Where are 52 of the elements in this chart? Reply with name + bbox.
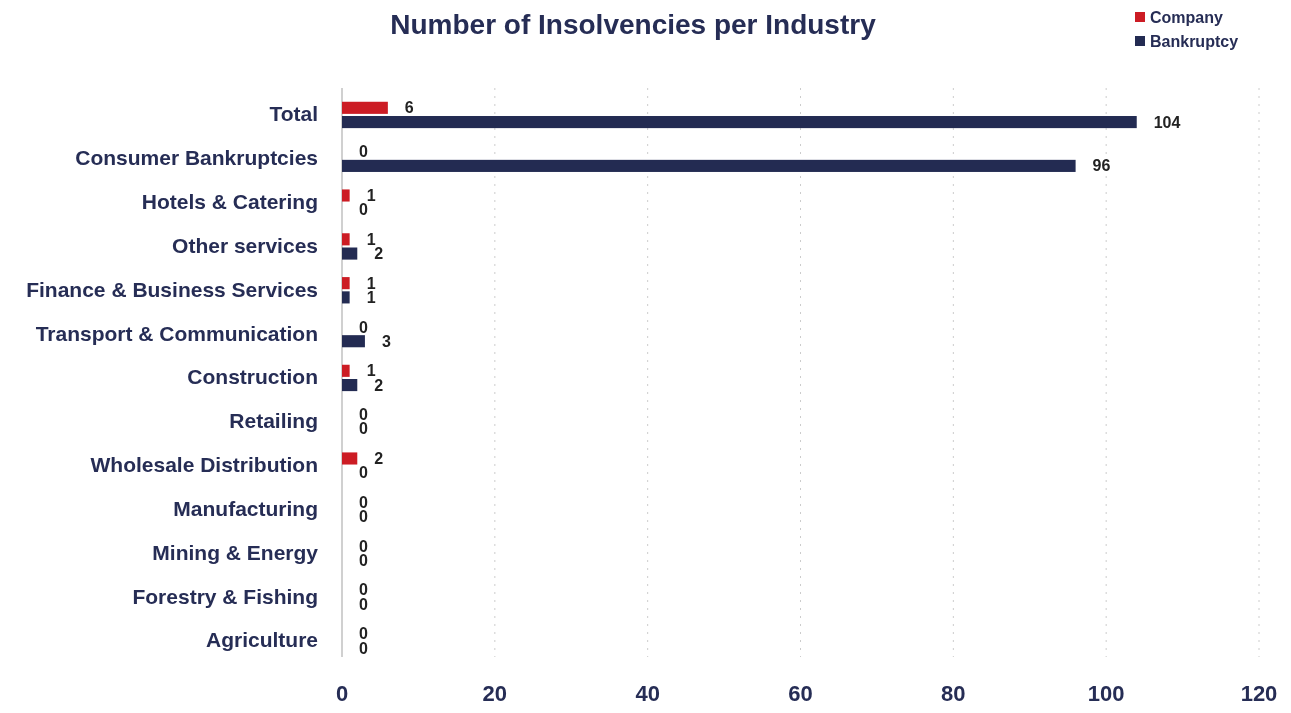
y-tick-label: Forestry & Fishing (132, 584, 318, 608)
data-label: 0 (359, 420, 368, 438)
legend-label: Company (1150, 8, 1223, 26)
data-label: 1 (366, 362, 376, 380)
y-tick-label: Mining & Energy (152, 540, 319, 564)
data-label: 104 (1153, 113, 1181, 131)
y-tick-label: Transport & Communication (35, 321, 318, 345)
x-tick-label: 60 (788, 681, 813, 706)
bar (342, 116, 1137, 129)
x-tick-label: 20 (482, 681, 508, 706)
data-label: 2 (374, 376, 384, 394)
y-tick-label: Consumer Bankruptcies (75, 146, 318, 170)
data-label: 0 (359, 464, 368, 482)
y-tick-label: Wholesale Distribution (90, 453, 318, 477)
bar (342, 291, 350, 304)
bar (342, 189, 350, 202)
y-tick-label: Manufacturing (173, 496, 318, 520)
y-tick-label: Hotels & Catering (141, 190, 318, 214)
x-tick-label: 100 (1087, 681, 1125, 706)
data-label: 3 (381, 332, 391, 350)
x-tick-label: 80 (941, 681, 966, 706)
bar (342, 335, 365, 348)
x-tick-label: 0 (335, 681, 349, 706)
x-tick-label: 40 (635, 681, 660, 706)
bar (342, 101, 388, 114)
chart-title: Number of Insolvencies per Industry (390, 9, 877, 40)
bar (342, 364, 350, 377)
data-label: 2 (374, 450, 384, 467)
data-label: 0 (359, 201, 368, 219)
data-label: 96 (1092, 157, 1111, 175)
data-label: 2 (374, 245, 384, 263)
bar (342, 277, 350, 290)
data-label: 0 (359, 318, 368, 336)
y-tick-label: Construction (187, 365, 318, 389)
y-tick-label: Retailing (229, 409, 318, 433)
y-tick-label: Finance & Business Services (26, 277, 318, 301)
data-label: 0 (359, 508, 368, 526)
bar (342, 379, 358, 392)
y-tick-label: Agriculture (205, 628, 318, 652)
data-label: 1 (366, 187, 376, 205)
data-label: 6 (404, 99, 414, 117)
legend-label: Bankruptcy (1150, 32, 1239, 50)
y-tick-label: Other services (172, 233, 318, 257)
data-label: 1 (366, 230, 376, 248)
bar (342, 159, 1076, 172)
bar (342, 233, 350, 246)
data-label: 0 (359, 143, 368, 161)
data-label: 0 (359, 493, 368, 511)
x-tick-label: 120 (1240, 681, 1278, 706)
bar (342, 452, 358, 465)
y-tick-label: Total (269, 102, 318, 126)
bar (342, 247, 358, 260)
